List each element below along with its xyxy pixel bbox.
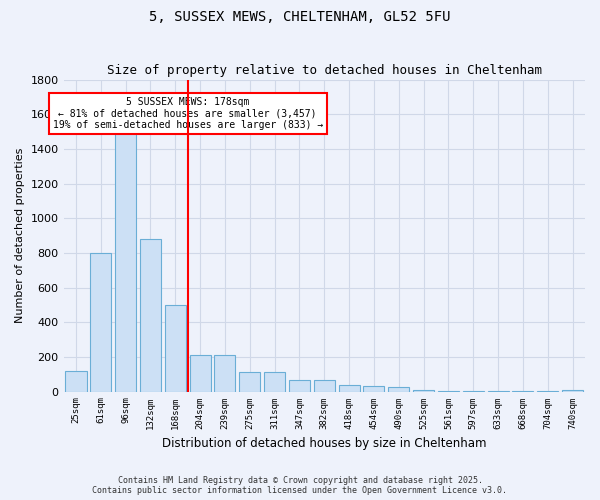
Bar: [140, 239, 161, 392]
Text: 5 SUSSEX MEWS: 178sqm
← 81% of detached houses are smaller (3,457)
19% of semi-d: 5 SUSSEX MEWS: 178sqm ← 81% of detached …: [53, 97, 323, 130]
Bar: [264, 372, 285, 392]
Bar: [239, 372, 260, 392]
X-axis label: Distribution of detached houses by size in Cheltenham: Distribution of detached houses by size …: [162, 437, 487, 450]
Title: Size of property relative to detached houses in Cheltenham: Size of property relative to detached ho…: [107, 64, 542, 77]
Bar: [65, 371, 86, 392]
Bar: [488, 390, 509, 392]
Bar: [364, 386, 385, 392]
Bar: [413, 390, 434, 392]
Bar: [214, 355, 235, 392]
Text: 5, SUSSEX MEWS, CHELTENHAM, GL52 5FU: 5, SUSSEX MEWS, CHELTENHAM, GL52 5FU: [149, 10, 451, 24]
Bar: [190, 355, 211, 392]
Bar: [512, 390, 533, 392]
Bar: [115, 132, 136, 392]
Text: Contains HM Land Registry data © Crown copyright and database right 2025.
Contai: Contains HM Land Registry data © Crown c…: [92, 476, 508, 495]
Bar: [438, 390, 459, 392]
Bar: [289, 380, 310, 392]
Bar: [537, 390, 559, 392]
Bar: [338, 384, 359, 392]
Bar: [463, 390, 484, 392]
Bar: [562, 390, 583, 392]
Bar: [90, 253, 112, 392]
Bar: [165, 305, 186, 392]
Bar: [388, 387, 409, 392]
Y-axis label: Number of detached properties: Number of detached properties: [15, 148, 25, 323]
Bar: [314, 380, 335, 392]
